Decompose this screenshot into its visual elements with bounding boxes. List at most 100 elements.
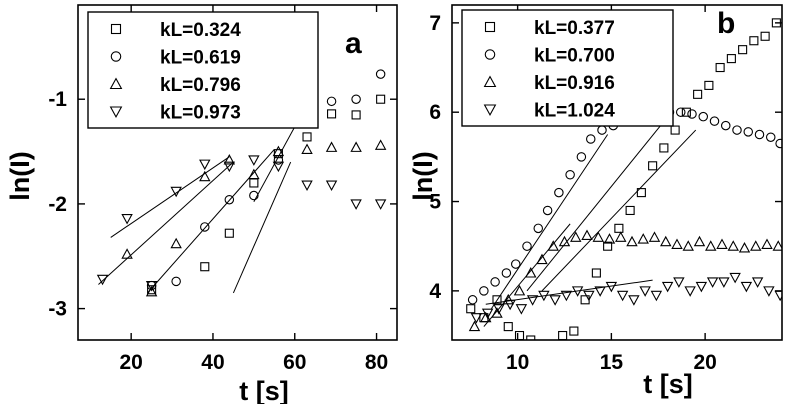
data-point (687, 109, 697, 119)
data-point (199, 159, 211, 171)
data-point (732, 125, 742, 135)
data-point (570, 231, 582, 242)
data-point (513, 284, 526, 296)
legend-label: kL=0.377 (534, 18, 615, 39)
data-point (170, 237, 182, 249)
series-triangle-up (121, 139, 387, 297)
data-point (560, 290, 573, 302)
data-point (740, 281, 753, 293)
legend-marker (109, 106, 123, 119)
legend-label: kL=0.324 (160, 20, 241, 41)
x-tick-label: 40 (201, 351, 224, 374)
data-point (772, 240, 782, 251)
legend-label: kL=0.973 (160, 103, 241, 124)
data-point (571, 286, 584, 297)
data-point (720, 120, 731, 131)
legend: kL=0.324 kL=0.619 kL=0.796 kL=0.973 (87, 11, 319, 129)
data-point (750, 240, 762, 251)
data-point (565, 169, 575, 180)
fit-line (541, 129, 697, 292)
data-point (636, 188, 646, 198)
data-point (538, 349, 546, 357)
data-point (763, 286, 775, 297)
data-point (650, 290, 663, 302)
data-point (200, 222, 210, 232)
data-point (223, 153, 236, 165)
data-point (695, 281, 708, 293)
data-point (199, 170, 211, 182)
legend-label: kL=0.916 (534, 73, 615, 94)
legend-box (87, 11, 319, 129)
data-point (248, 168, 260, 180)
data-point (249, 178, 259, 188)
legend-marker (110, 51, 122, 62)
legend-marker (483, 75, 497, 88)
data-point (224, 194, 235, 205)
data-point (729, 272, 741, 284)
fit-line (490, 134, 609, 310)
data-point (481, 308, 494, 320)
data-point (522, 241, 532, 251)
panel-a: 20 40 60 80 -3 -2 -1 t [s] ln(I) kL=0.324 kL=0.619… (5, 4, 398, 404)
data-point (671, 238, 683, 249)
data-point (648, 161, 658, 171)
data-point (170, 186, 182, 198)
data-point (351, 110, 361, 120)
data-point (466, 304, 476, 314)
x-tick-label: 60 (283, 351, 306, 374)
data-point (503, 322, 513, 332)
series-square (466, 18, 781, 357)
data-point (681, 107, 691, 117)
data-point (468, 320, 481, 332)
data-point (637, 233, 649, 244)
data-point (673, 277, 685, 288)
data-point (774, 290, 782, 302)
fit-line (110, 156, 230, 238)
y-axis-label: ln(I) (408, 151, 438, 200)
data-point (558, 330, 568, 340)
y-tick-label: 7 (429, 12, 441, 35)
x-tick-label: 20 (693, 351, 716, 374)
data-point (760, 31, 770, 41)
data-point (301, 180, 313, 192)
data-point (693, 235, 706, 247)
y-tick-label: 5 (429, 191, 441, 214)
y-tick-label: 4 (429, 280, 441, 303)
data-point (547, 240, 559, 251)
plot-frame (451, 4, 783, 341)
series-triangle-down (96, 155, 387, 292)
x-tick-label: 15 (600, 351, 624, 374)
data-point (754, 129, 765, 140)
data-point (145, 285, 158, 297)
legend-marker (483, 104, 497, 117)
x-axis-label: t [s] (239, 376, 289, 404)
data-point (510, 259, 521, 269)
data-point (743, 127, 753, 137)
y-tick-label: -3 (48, 298, 67, 321)
data-point (625, 205, 635, 216)
data-point (171, 276, 181, 287)
data-point (526, 295, 539, 306)
data-point (147, 285, 157, 295)
data-point (554, 187, 564, 198)
data-point (479, 286, 489, 296)
data-point (145, 281, 158, 292)
data-point (726, 54, 736, 64)
data-point (272, 161, 285, 173)
data-point (682, 240, 694, 251)
data-point (594, 286, 606, 297)
data-point (272, 145, 285, 157)
legend-marker (110, 23, 122, 35)
data-point (603, 233, 616, 244)
legend-label: kL=0.619 (160, 48, 241, 69)
data-point (374, 139, 387, 150)
data-point (325, 141, 338, 152)
data-point (492, 295, 502, 305)
data-point (558, 235, 571, 247)
data-point (96, 274, 109, 286)
data-point (709, 116, 720, 126)
y-tick-label: 6 (429, 101, 441, 124)
x-tick-label: 10 (506, 351, 529, 374)
data-point (597, 125, 607, 135)
